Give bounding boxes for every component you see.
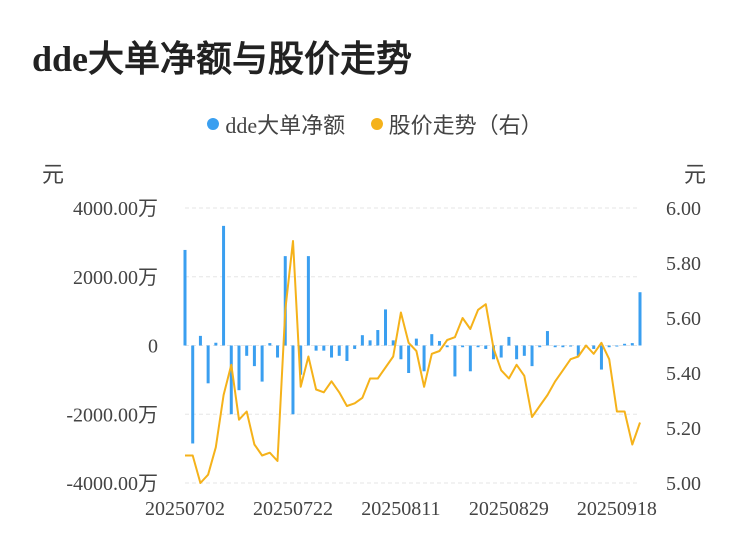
dde-bar	[623, 343, 627, 346]
left-tick-label: -4000.00万	[66, 473, 158, 495]
dde-bar	[638, 292, 642, 346]
dde-bar	[276, 345, 280, 358]
dde-bar	[407, 345, 411, 373]
dde-bar	[422, 345, 426, 372]
dde-bar	[599, 345, 603, 370]
legend-dot-dde	[207, 118, 220, 130]
dde-bar	[437, 341, 441, 346]
dde-bar	[630, 343, 634, 346]
dde-bar	[530, 345, 534, 367]
dde-bar	[507, 336, 511, 346]
dde-bar	[183, 249, 187, 346]
right-tick-label: 6.00	[666, 198, 701, 220]
dde-bar	[322, 345, 326, 351]
dde-bar	[384, 309, 388, 346]
dde-bar	[353, 345, 357, 349]
dde-bar	[561, 345, 565, 348]
x-tick-label: 20250811	[361, 498, 440, 520]
legend-label-dde: dde大单净额	[225, 113, 346, 138]
dde-bar	[345, 345, 349, 361]
right-tick-label: 5.00	[666, 473, 701, 495]
left-tick-label: 0	[148, 336, 158, 358]
left-tick-label: -2000.00万	[66, 404, 158, 426]
dde-bar	[214, 342, 218, 346]
dde-bar	[291, 345, 295, 415]
left-tick-label: 4000.00万	[73, 198, 158, 220]
dde-bar	[414, 338, 418, 346]
left-axis-unit: 元	[42, 162, 65, 187]
legend-dot-price	[370, 118, 383, 130]
dde-bar	[430, 334, 434, 346]
dde-bar	[538, 345, 542, 348]
dde-bar	[206, 345, 210, 384]
dde-bar	[592, 345, 596, 349]
dde-bar	[360, 335, 364, 346]
dde-bar	[399, 345, 403, 360]
x-tick-label: 20250702	[145, 498, 225, 520]
dde-bar	[545, 331, 549, 346]
legend-label-price: 股价走势（右）	[388, 113, 543, 138]
dde-bar	[499, 345, 503, 358]
x-tick-label: 20250918	[577, 498, 657, 520]
dde-bar	[468, 345, 472, 372]
dde-bar	[260, 345, 264, 382]
left-tick-label: 2000.00万	[73, 267, 158, 289]
dde-bar	[222, 225, 226, 346]
dde-bar	[237, 345, 241, 391]
dde-bar	[283, 256, 287, 346]
dde-bar	[391, 340, 395, 346]
dde-bar	[299, 345, 303, 375]
dde-bar	[522, 345, 526, 356]
dde-bar	[576, 345, 580, 356]
dde-bar	[476, 345, 480, 348]
dde-bar	[245, 345, 249, 356]
dde-bar	[191, 345, 195, 444]
dde-bar	[337, 345, 341, 356]
dde-bar	[368, 340, 372, 346]
dde-bar	[453, 345, 457, 377]
legend-item-dde[interactable]: dde大单净额	[207, 108, 345, 140]
right-tick-label: 5.60	[666, 308, 701, 330]
dde-bar	[445, 345, 449, 348]
dde-bar	[484, 345, 488, 349]
dde-bar	[198, 335, 202, 346]
x-tick-label: 20250829	[469, 498, 549, 520]
price-line	[185, 240, 641, 484]
right-tick-label: 5.20	[666, 418, 701, 440]
dde-bar	[229, 345, 233, 415]
dde-bar	[268, 343, 272, 346]
legend: dde大单净额 股价走势（右）	[0, 108, 750, 140]
dde-bar	[515, 345, 519, 360]
dde-bar	[615, 345, 619, 347]
legend-item-price[interactable]: 股价走势（右）	[370, 108, 543, 140]
dde-bar	[491, 345, 495, 360]
chart-title: dde大单净额与股价走势	[32, 39, 413, 79]
dde-bar	[569, 345, 573, 347]
dde-bar	[314, 345, 318, 351]
x-tick-label: 20250722	[253, 498, 333, 520]
right-tick-label: 5.40	[666, 363, 701, 385]
dde-bar	[252, 345, 256, 367]
right-tick-label: 5.80	[666, 253, 701, 275]
dde-bar	[376, 330, 380, 346]
dde-bar	[461, 345, 465, 348]
right-axis-unit: 元	[684, 162, 707, 187]
dde-bar	[553, 345, 557, 348]
dde-bar	[607, 345, 611, 348]
dde-bar	[330, 345, 334, 358]
dde-bar	[306, 256, 310, 346]
